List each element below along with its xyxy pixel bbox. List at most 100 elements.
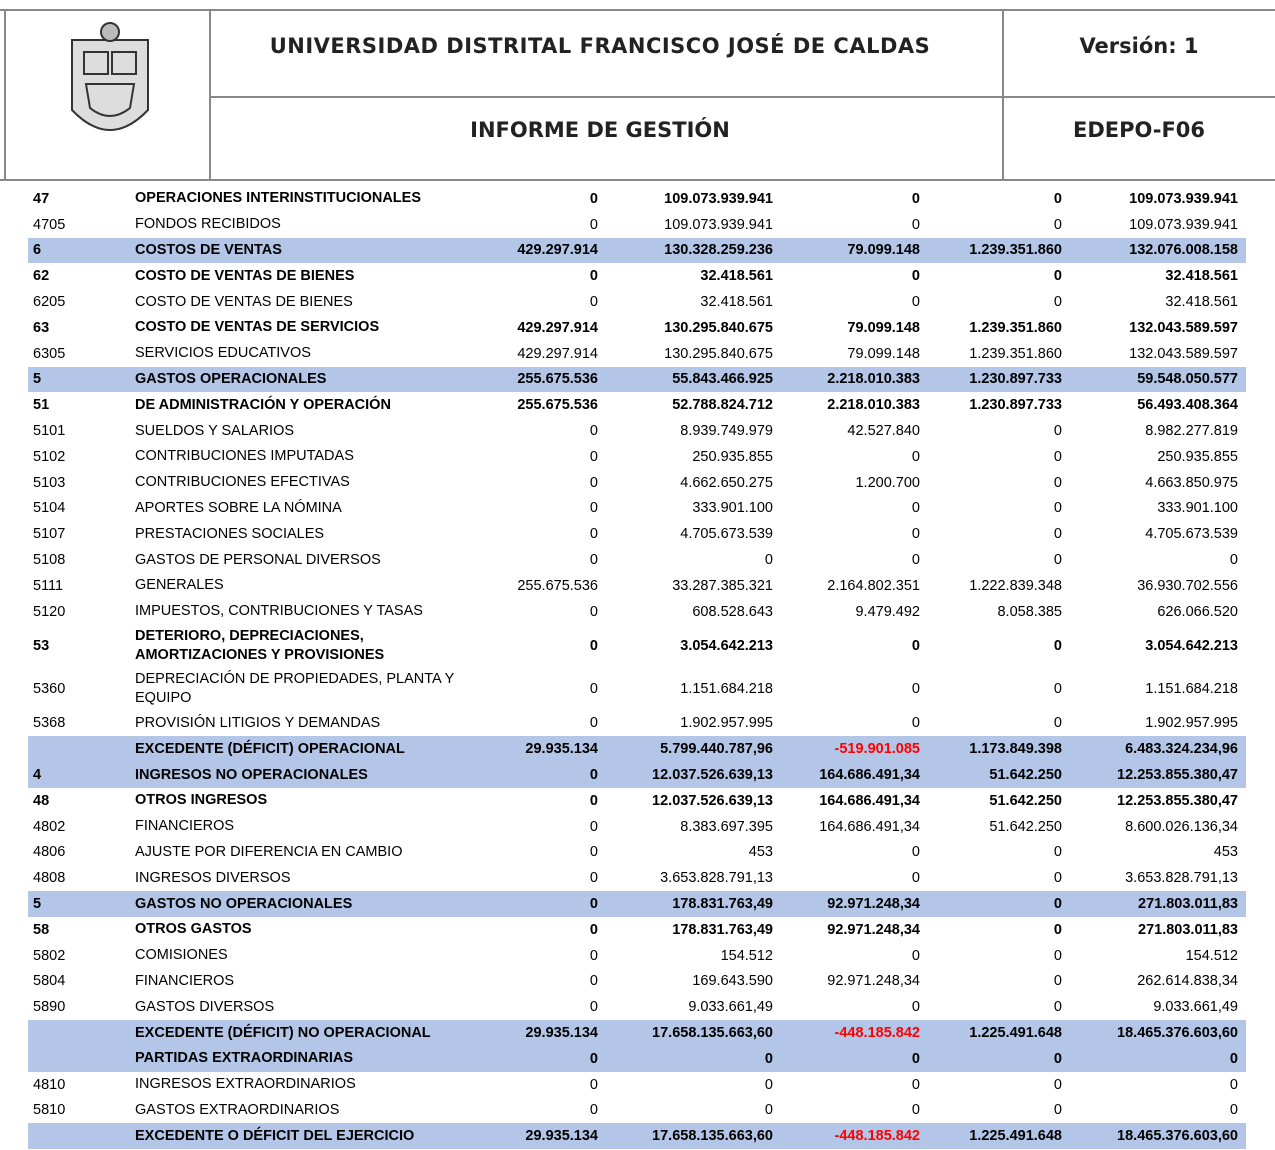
amount: 4.705.673.539 [680, 526, 773, 543]
account-code: 47 [33, 190, 50, 207]
amount: 0 [589, 294, 598, 311]
amount: 1.225.491.648 [969, 1128, 1062, 1145]
amount: 3.054.642.213 [1145, 638, 1238, 655]
table-row: 5108 GASTOS DE PERSONAL DIVERSOS 0 0 0 0 0 [0, 547, 1275, 573]
amount: 0 [589, 921, 598, 938]
account-code: 5810 [33, 1102, 66, 1119]
account-name: CONTRIBUCIONES EFECTIVAS [135, 474, 350, 491]
account-code: 5111 [33, 577, 64, 594]
header-frame [0, 9, 1275, 181]
amount: 164.686.491,34 [819, 767, 920, 784]
amount: 1.230.897.733 [969, 371, 1062, 388]
table-row: 53 DETERIORO, DEPRECIACIONES, AMORTIZACIO… [0, 625, 1275, 668]
amount: 0 [589, 767, 598, 784]
amount: 8.058.385 [997, 603, 1062, 620]
amount: 429.297.914 [517, 242, 598, 259]
amount: 0 [911, 268, 920, 285]
amount: 33.287.385.321 [672, 577, 773, 594]
amount: 333.901.100 [692, 500, 773, 517]
table-row: 4802 FINANCIEROS 0 8.383.697.395 164.686.491… [0, 814, 1275, 840]
account-name: EXCEDENTE O DÉFICIT DEL EJERCICIO [135, 1127, 415, 1144]
account-name: OTROS GASTOS [135, 921, 252, 938]
amount: 0 [589, 681, 598, 698]
account-name: OTROS INGRESOS [135, 792, 268, 809]
amount: 1.225.491.648 [969, 1025, 1062, 1041]
account-code: 5804 [33, 973, 66, 990]
amount: 12.253.855.380,47 [1117, 767, 1238, 784]
amount: 0 [1053, 999, 1062, 1016]
account-name: CONTRIBUCIONES IMPUTADAS [135, 448, 354, 465]
account-code: 5368 [33, 715, 66, 732]
amount: 429.297.914 [517, 345, 598, 362]
account-name: SERVICIOS EDUCATIVOS [135, 345, 311, 362]
account-code: 4810 [33, 1076, 66, 1093]
amount: 0 [911, 1050, 920, 1067]
amount: 0 [589, 870, 598, 887]
table-row: 4808 INGRESOS DIVERSOS 0 3.653.828.791,13 0 0… [0, 865, 1275, 891]
amount: 154.512 [1185, 947, 1238, 964]
table-row: 5101 SUELDOS Y SALARIOS 0 8.939.749.979 42.5… [0, 418, 1275, 444]
amount: 0 [589, 896, 598, 913]
amount: 0 [589, 1076, 598, 1093]
amount: 0 [1229, 552, 1238, 569]
amount: 51.642.250 [989, 792, 1062, 809]
amount: 453 [1213, 844, 1238, 861]
amount: 164.686.491,34 [819, 792, 920, 809]
account-code: 5890 [33, 999, 66, 1016]
amount: 0 [589, 715, 598, 732]
account-name: INGRESOS DIVERSOS [135, 869, 291, 886]
table-row: PARTIDAS EXTRAORDINARIAS 0 0 0 0 0 [28, 1045, 1246, 1072]
table-row: 58 OTROS GASTOS 0 178.831.763,49 92.971.248,… [0, 917, 1275, 943]
amount: 92.971.248,34 [827, 921, 920, 938]
amount: 0 [589, 216, 598, 233]
amount: 271.803.011,83 [1138, 921, 1238, 938]
account-code: 5108 [33, 552, 66, 569]
account-name: COSTO DE VENTAS DE SERVICIOS [135, 319, 380, 336]
amount: 0 [1053, 190, 1062, 207]
amount: 0 [911, 844, 920, 861]
amount: 1.230.897.733 [969, 397, 1062, 414]
amount: 0 [589, 1102, 598, 1119]
amount: 0 [911, 947, 920, 964]
subtitle: INFORME DE GESTIÓN [470, 118, 730, 142]
amount: 0 [589, 844, 598, 861]
table-row: EXCEDENTE (DÉFICIT) NO OPERACIONAL 29.935… [28, 1020, 1246, 1046]
amount: 5.799.440.787,96 [660, 741, 773, 758]
amount: 29.935.134 [525, 1025, 598, 1041]
account-name: GENERALES [135, 577, 224, 594]
amount: 0 [911, 190, 920, 207]
version: Versión: 1 [1079, 34, 1199, 58]
amount: 8.383.697.395 [680, 818, 773, 835]
table-row: 51 DE ADMINISTRACIÓN Y OPERACIÓN 255.675.5… [0, 392, 1275, 418]
amount: 9.033.661,49 [1153, 999, 1238, 1016]
account-code: 5103 [33, 474, 66, 491]
amount: 608.528.643 [692, 603, 773, 620]
account-name: FINANCIEROS [135, 972, 235, 989]
amount: 0 [1053, 870, 1062, 887]
amount: 18.465.376.603,60 [1117, 1025, 1238, 1041]
account-name: INGRESOS EXTRAORDINARIOS [135, 1076, 356, 1093]
account-code: 5 [33, 371, 42, 388]
amount: 36.930.702.556 [1137, 577, 1238, 594]
account-name: OPERACIONES INTERINSTITUCIONALES [135, 190, 421, 207]
amount: 0 [1053, 526, 1062, 543]
amount: 32.418.561 [700, 268, 773, 285]
table-row: 63 COSTO DE VENTAS DE SERVICIOS 429.297.91… [0, 315, 1275, 341]
amount: 0 [589, 999, 598, 1016]
amount: 0 [589, 423, 598, 440]
logo [71, 22, 149, 131]
amount: 271.803.011,83 [1138, 896, 1238, 913]
amount: 8.982.277.819 [1145, 423, 1238, 440]
amount: 250.935.855 [692, 448, 773, 465]
account-name: GASTOS NO OPERACIONALES [135, 895, 353, 912]
amount: 1.239.351.860 [969, 242, 1062, 259]
amount: 1.200.700 [855, 474, 920, 491]
account-name: DEPRECIACIÓN DE PROPIEDADES, PLANTA Y EQ… [135, 671, 455, 707]
amount: 0 [1229, 1076, 1238, 1093]
table-row: 4705 FONDOS RECIBIDOS 0 109.073.939.941 0 0 10… [0, 212, 1275, 238]
amount: 1.151.684.218 [1145, 681, 1238, 698]
amount: 0 [1053, 216, 1062, 233]
table-row: 4810 INGRESOS EXTRAORDINARIOS 0 0 0 0 0 [0, 1072, 1275, 1098]
account-code: 5102 [33, 448, 66, 465]
amount: 0 [911, 526, 920, 543]
